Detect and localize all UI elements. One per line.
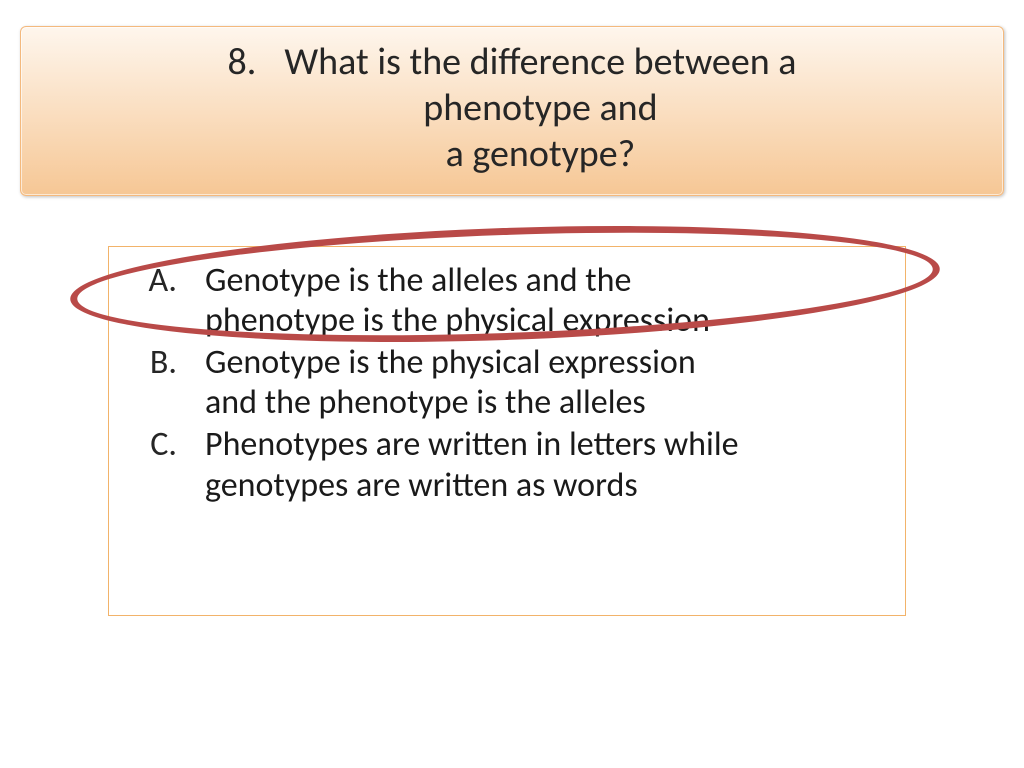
question-text: What is the difference between aphenotyp…: [284, 39, 796, 177]
question-number: 8.: [228, 39, 257, 85]
answer-letter: C.: [127, 425, 205, 465]
answer-text: Genotype is the physical expression and …: [205, 343, 887, 423]
answer-letter: B.: [127, 343, 205, 383]
answer-option: C. Phenotypes are written in letters whi…: [127, 425, 887, 505]
answer-text: Phenotypes are written in letters while …: [205, 425, 887, 505]
answer-option: B. Genotype is the physical expression a…: [127, 343, 887, 423]
question-header: 8. What is the difference between apheno…: [20, 26, 1004, 196]
